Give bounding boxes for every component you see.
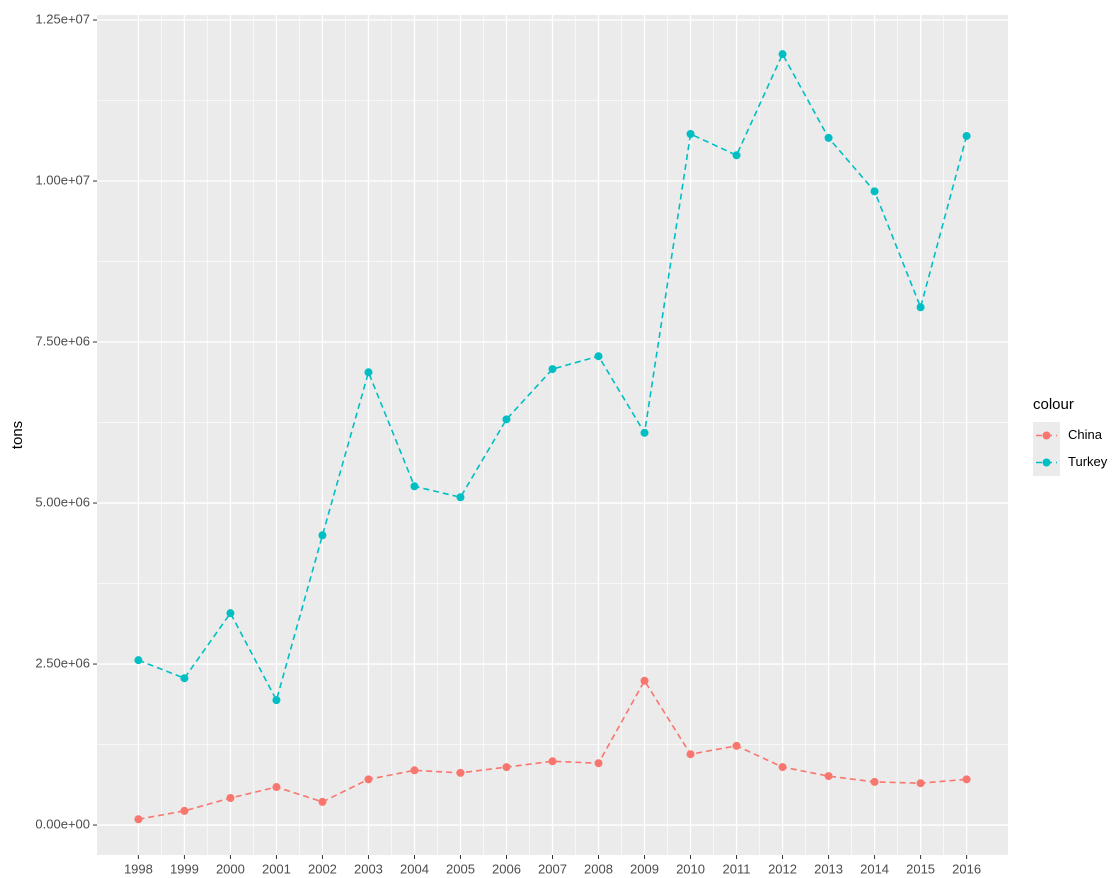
data-point xyxy=(870,187,879,196)
legend-point xyxy=(1042,431,1051,440)
y-axis-label: tons xyxy=(9,421,26,449)
legend-label: China xyxy=(1068,427,1103,442)
x-tick-label: 2013 xyxy=(814,861,843,876)
y-tick-label: 1.25e+07 xyxy=(35,11,90,26)
x-tick-label: 2001 xyxy=(262,861,291,876)
data-point xyxy=(824,772,833,781)
data-point xyxy=(410,482,419,491)
x-tick-label: 2016 xyxy=(952,861,981,876)
data-point xyxy=(640,676,649,685)
legend-title: colour xyxy=(1033,396,1074,413)
x-tick-label: 2010 xyxy=(676,861,705,876)
data-point xyxy=(594,759,603,768)
data-point xyxy=(456,768,465,777)
legend: colour China Turkey xyxy=(1033,396,1108,476)
data-point xyxy=(686,130,695,139)
data-point xyxy=(180,806,189,815)
y-tick-label: 0.00e+00 xyxy=(35,816,90,831)
axes: 0.00e+00 2.50e+06 5.00e+06 7.50e+06 1.00e+07… xyxy=(35,11,981,876)
x-tick-label: 2002 xyxy=(308,861,337,876)
data-point xyxy=(364,775,373,784)
data-point xyxy=(870,777,879,786)
data-point xyxy=(272,696,281,705)
data-point xyxy=(548,757,557,766)
data-point xyxy=(962,131,971,140)
data-point xyxy=(134,656,143,665)
grid xyxy=(97,15,1008,855)
x-tick-label: 2014 xyxy=(860,861,889,876)
data-point xyxy=(318,797,327,806)
data-point xyxy=(456,493,465,502)
legend-point xyxy=(1042,458,1051,467)
data-point xyxy=(226,609,235,618)
x-tick-label: 2008 xyxy=(584,861,613,876)
data-point xyxy=(134,815,143,824)
x-tick-label: 2015 xyxy=(906,861,935,876)
data-point xyxy=(916,779,925,788)
data-point xyxy=(732,741,741,750)
x-tick-label: 2005 xyxy=(446,861,475,876)
data-point xyxy=(180,674,189,683)
data-point xyxy=(732,151,741,160)
data-point xyxy=(962,775,971,784)
data-point xyxy=(686,750,695,759)
x-tick-label: 1998 xyxy=(124,861,153,876)
data-point xyxy=(916,303,925,312)
data-point xyxy=(226,794,235,803)
y-tick-label: 7.50e+06 xyxy=(35,333,90,348)
y-tick-label: 2.50e+06 xyxy=(35,655,90,670)
data-point xyxy=(640,428,649,437)
x-tick-label: 2009 xyxy=(630,861,659,876)
x-tick-label: 2003 xyxy=(354,861,383,876)
marks xyxy=(134,50,971,824)
data-point xyxy=(318,531,327,540)
x-tick-label: 2000 xyxy=(216,861,245,876)
data-point xyxy=(364,368,373,377)
data-point xyxy=(778,763,787,772)
x-tick-label: 1999 xyxy=(170,861,199,876)
x-tick-label: 2011 xyxy=(723,861,751,876)
data-point xyxy=(778,50,787,59)
x-tick-label: 2012 xyxy=(768,861,797,876)
data-point xyxy=(594,352,603,361)
data-point xyxy=(410,766,419,775)
x-tick-label: 2007 xyxy=(538,861,567,876)
y-tick-label: 1.00e+07 xyxy=(35,172,90,187)
data-point xyxy=(502,415,511,424)
legend-label: Turkey xyxy=(1068,454,1108,469)
data-point xyxy=(502,763,511,772)
data-point xyxy=(824,133,833,142)
data-point xyxy=(548,365,557,374)
x-tick-label: 2006 xyxy=(492,861,521,876)
x-tick-label: 2004 xyxy=(400,861,429,876)
data-point xyxy=(272,783,281,792)
y-tick-label: 5.00e+06 xyxy=(35,494,90,509)
